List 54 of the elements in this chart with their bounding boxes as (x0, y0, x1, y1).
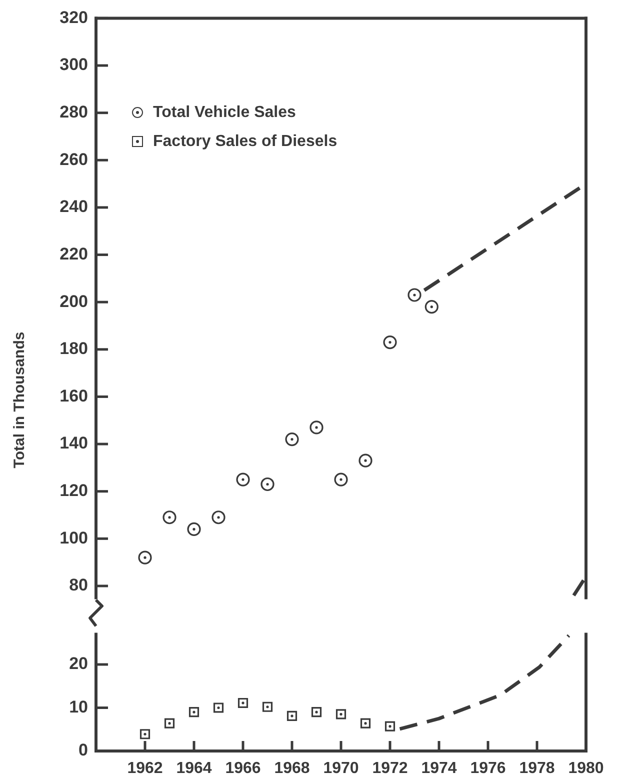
x-tick-label: 1978 (519, 760, 555, 778)
y-axis-title: Total in Thousands (11, 332, 28, 468)
x-tick-label: 1972 (372, 760, 408, 778)
y-tick-label: 300 (60, 55, 88, 74)
y-tick-label: 80 (69, 576, 88, 595)
y-tick-label: 0 (78, 740, 88, 760)
point (358, 454, 372, 468)
y-tick-label: 140 (60, 434, 88, 453)
y-tick-label: 260 (60, 150, 88, 169)
point (213, 702, 224, 713)
point (260, 477, 274, 492)
point (188, 707, 200, 718)
point (140, 729, 150, 740)
x-tick-label: 1968 (274, 760, 310, 778)
point (311, 707, 322, 718)
y-tick-label: 320 (60, 8, 88, 27)
point (212, 510, 226, 524)
y-tick-label: 200 (60, 292, 88, 311)
point (286, 710, 298, 722)
point (164, 718, 175, 728)
y-tick-label: 220 (60, 244, 88, 264)
x-tick-label: 1970 (323, 760, 359, 778)
y-tick-label: 10 (69, 697, 88, 716)
point (285, 432, 299, 446)
point (138, 550, 152, 564)
y-tick-label: 180 (60, 339, 88, 358)
line-series (398, 634, 571, 731)
y-tick-label: 160 (60, 386, 88, 406)
point (310, 420, 324, 434)
y-tick-label: 240 (60, 197, 88, 216)
x-tick-label: 1962 (127, 760, 163, 778)
point (383, 336, 397, 350)
x-tick-label: 1976 (470, 760, 506, 778)
point (162, 510, 176, 524)
point (424, 300, 438, 314)
x-tick-label: 1980 (568, 760, 604, 778)
x-tick-label: 1964 (176, 760, 212, 778)
point (384, 721, 396, 732)
x-tick-label: 1966 (225, 760, 261, 778)
y-tick-label: 100 (60, 528, 88, 548)
y-tick-label: 280 (60, 102, 88, 122)
point (360, 718, 371, 728)
point (187, 522, 201, 536)
legend-label: Factory Sales of Diesels (153, 132, 338, 150)
x-tick-label: 1974 (421, 760, 457, 778)
point (336, 709, 346, 720)
point (408, 288, 422, 302)
legend-label: Total Vehicle Sales (153, 104, 296, 122)
point (334, 472, 348, 486)
point (238, 698, 248, 708)
point (236, 472, 250, 486)
point (262, 702, 273, 712)
y-tick-label: 20 (69, 654, 88, 674)
y-tick-label: 120 (60, 481, 88, 500)
